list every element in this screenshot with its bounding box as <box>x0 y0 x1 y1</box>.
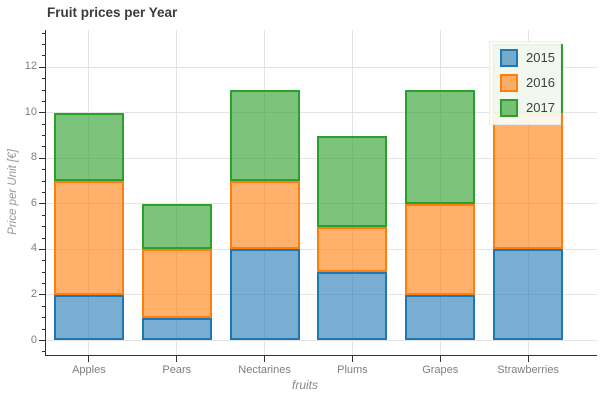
y-gridline <box>45 66 597 68</box>
y-tick-label: 6 <box>30 196 37 209</box>
legend-item-2016[interactable]: 2016 <box>500 70 560 95</box>
x-major-tick <box>88 356 90 362</box>
y-minor-tick <box>42 191 45 193</box>
legend-label: 2016 <box>526 75 555 90</box>
bar-segment-apples-2017[interactable] <box>53 112 124 182</box>
y-minor-tick <box>42 78 45 80</box>
y-minor-tick <box>42 214 45 216</box>
bar-segment-strawberries-2016[interactable] <box>493 112 564 250</box>
bar-segment-pears-2017[interactable] <box>141 203 212 250</box>
bar-segment-plums-2015[interactable] <box>317 272 388 341</box>
bar-segment-apples-2016[interactable] <box>53 181 124 295</box>
x-tick-label: Nectarines <box>238 364 291 376</box>
y-tick-label: 0 <box>30 333 37 346</box>
y-major-tick <box>39 203 45 205</box>
bar-segment-nectarines-2016[interactable] <box>229 181 300 250</box>
bar-segment-pears-2015[interactable] <box>141 317 212 341</box>
y-axis-label: Price per Unit [€] <box>7 149 19 235</box>
legend-swatch-icon <box>500 48 518 67</box>
bar-segment-strawberries-2015[interactable] <box>493 249 564 341</box>
x-gridline <box>176 30 178 355</box>
legend-label: 2017 <box>526 100 555 115</box>
y-minor-tick <box>42 260 45 262</box>
y-minor-tick <box>42 169 45 171</box>
x-tick-label: Apples <box>72 364 106 376</box>
legend-swatch-icon <box>500 98 518 117</box>
y-minor-tick <box>42 180 45 182</box>
legend-item-2015[interactable]: 2015 <box>500 45 560 70</box>
chart-title: Fruit prices per Year <box>47 5 178 20</box>
x-major-tick <box>176 356 178 362</box>
y-tick-label: 4 <box>30 242 37 255</box>
bar-segment-grapes-2016[interactable] <box>405 203 476 295</box>
y-major-tick <box>39 294 45 296</box>
x-axis-label: fruits <box>291 378 318 392</box>
bar-segment-nectarines-2015[interactable] <box>229 249 300 341</box>
bar-segment-grapes-2017[interactable] <box>405 90 476 204</box>
legend-item-2017[interactable]: 2017 <box>500 95 560 120</box>
bar-segment-plums-2016[interactable] <box>317 226 388 273</box>
bar-segment-pears-2016[interactable] <box>141 249 212 318</box>
y-minor-tick <box>42 328 45 330</box>
legend-label: 2015 <box>526 50 555 65</box>
y-minor-tick <box>42 123 45 125</box>
y-minor-tick <box>42 100 45 102</box>
x-tick-label: Pears <box>162 364 192 376</box>
y-minor-tick <box>42 89 45 91</box>
x-major-tick <box>264 356 266 362</box>
y-minor-tick <box>42 226 45 228</box>
x-tick-label: Grapes <box>422 364 459 376</box>
y-major-tick <box>39 340 45 341</box>
y-major-tick <box>39 248 45 250</box>
x-tick-label: Plums <box>337 364 368 376</box>
y-minor-tick <box>42 283 45 285</box>
y-gridline <box>45 112 597 114</box>
y-minor-tick <box>42 351 45 353</box>
y-minor-tick <box>42 135 45 137</box>
x-tick-label: Strawberries <box>497 364 559 376</box>
y-minor-tick <box>42 317 45 319</box>
bar-segment-nectarines-2017[interactable] <box>229 90 300 182</box>
y-minor-tick <box>42 32 45 34</box>
y-major-tick <box>39 112 45 114</box>
y-minor-tick <box>42 146 45 148</box>
bar-segment-plums-2017[interactable] <box>317 135 388 227</box>
y-tick-label: 8 <box>30 151 37 164</box>
y-tick-label: 10 <box>24 105 37 118</box>
y-minor-tick <box>42 305 45 307</box>
y-minor-tick <box>42 55 45 57</box>
bar-segment-apples-2015[interactable] <box>53 294 124 341</box>
legend-swatch-icon <box>500 73 518 92</box>
x-major-tick <box>439 356 441 362</box>
y-gridline <box>45 340 597 341</box>
y-major-tick <box>39 157 45 159</box>
y-minor-tick <box>42 43 45 45</box>
y-minor-tick <box>42 237 45 239</box>
y-axis-spine <box>45 30 46 356</box>
y-tick-label: 2 <box>30 287 37 300</box>
legend: 2015 2016 2017 <box>489 41 561 125</box>
bar-segment-grapes-2015[interactable] <box>405 294 476 341</box>
x-axis-spine <box>45 355 597 356</box>
x-major-tick <box>351 356 353 362</box>
y-minor-tick <box>42 271 45 273</box>
x-major-tick <box>527 356 529 362</box>
y-tick-label: 12 <box>24 60 37 73</box>
y-major-tick <box>39 66 45 68</box>
